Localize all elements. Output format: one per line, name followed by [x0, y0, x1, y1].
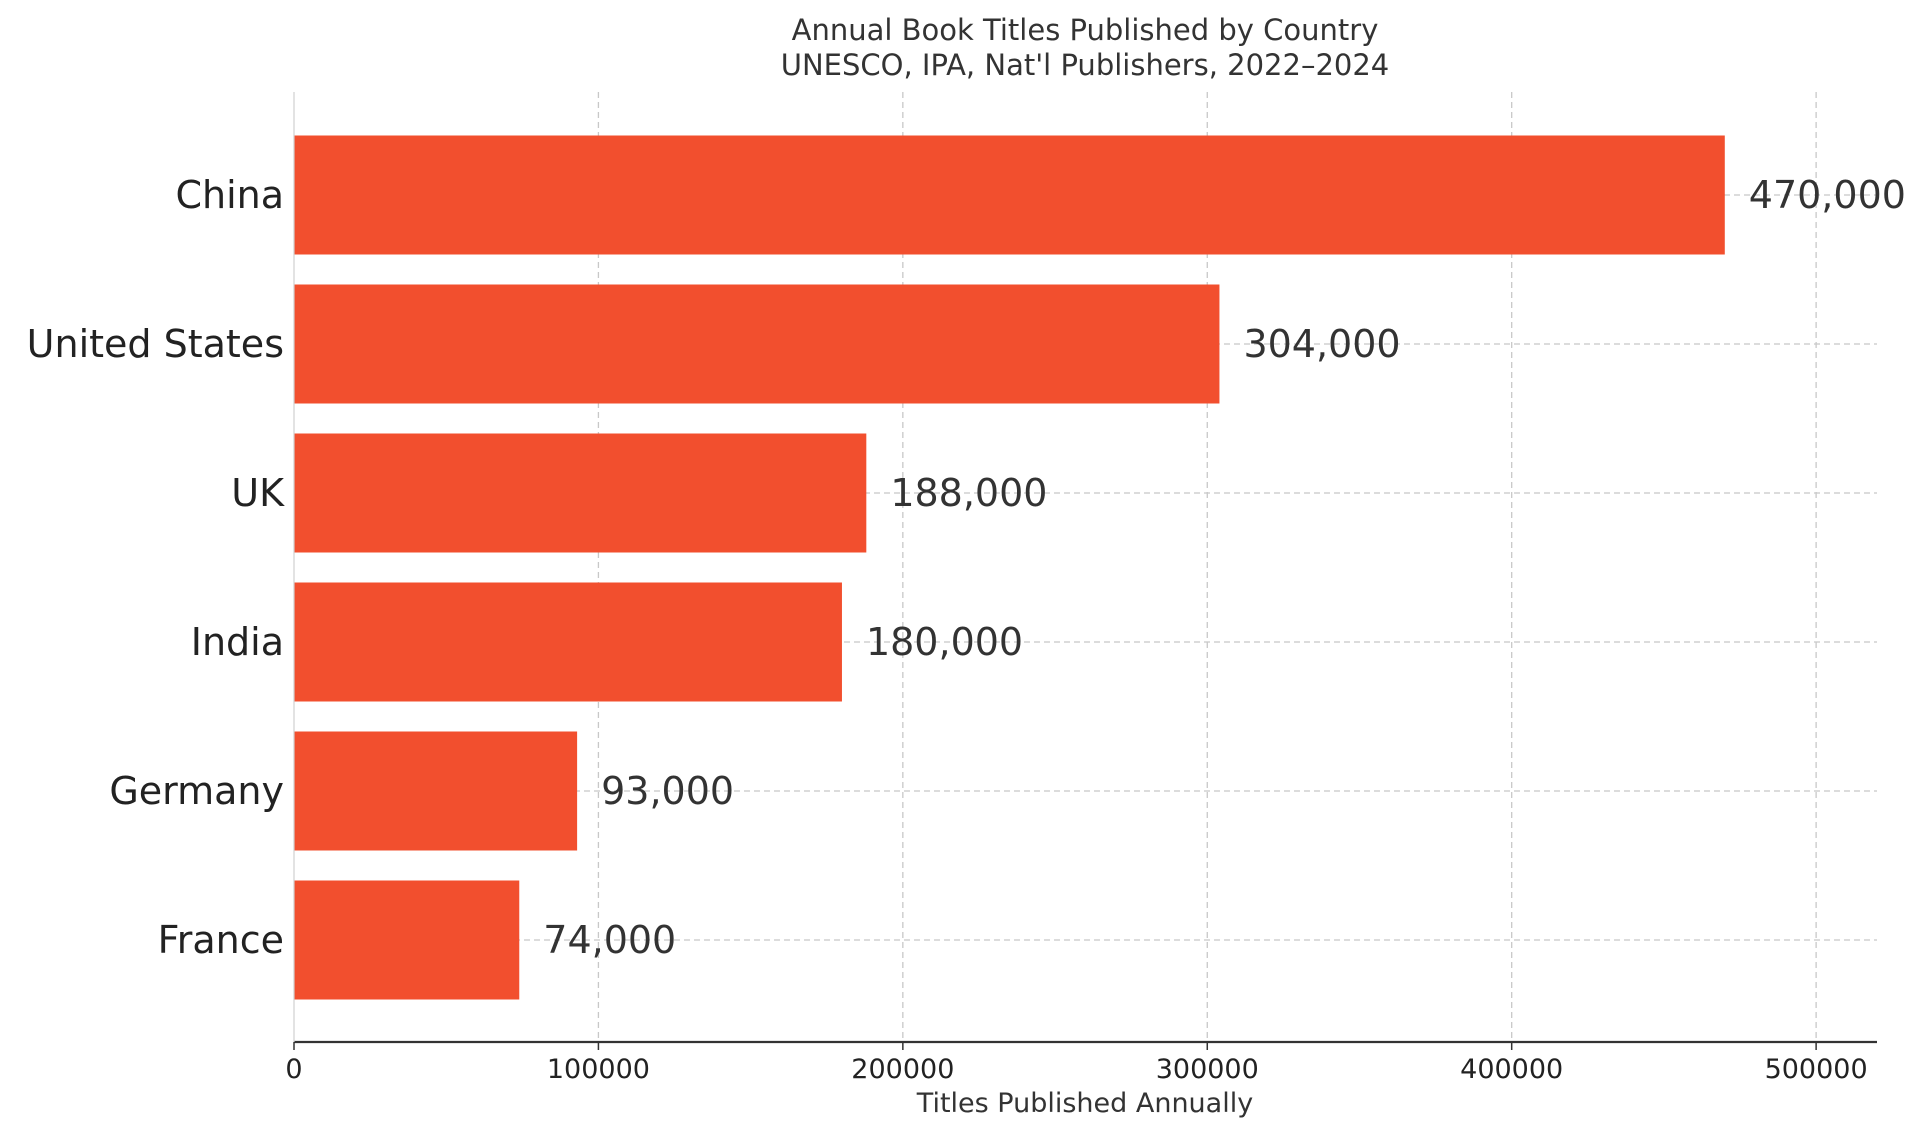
x-tick-label: 300000: [1156, 1054, 1259, 1085]
bar: [294, 135, 1725, 255]
y-tick-label: China: [175, 173, 284, 217]
bar: [294, 284, 1220, 404]
bar-value-label: 93,000: [601, 769, 734, 813]
bar-value-label: 304,000: [1243, 322, 1400, 366]
bar: [294, 582, 842, 702]
y-tick-label: UK: [231, 471, 285, 515]
y-tick-label: India: [191, 620, 284, 664]
bar-value-label: 74,000: [543, 918, 676, 962]
bar: [294, 731, 578, 851]
x-axis-label: Titles Published Annually: [916, 1088, 1253, 1119]
bar: [294, 880, 520, 1000]
x-tick-label: 100000: [547, 1054, 650, 1085]
chart-title: Annual Book Titles Published by Country: [792, 13, 1379, 47]
bar-value-label: 470,000: [1749, 173, 1906, 217]
bar-value-label: 180,000: [866, 620, 1023, 664]
x-tick-label: 400000: [1460, 1054, 1563, 1085]
chart-subtitle: UNESCO, IPA, Nat'l Publishers, 2022–2024: [781, 48, 1390, 82]
y-tick-label: United States: [27, 322, 284, 366]
y-tick-label: France: [158, 918, 284, 962]
bar-value-label: 188,000: [890, 471, 1047, 515]
bar: [294, 433, 867, 553]
x-tick-label: 200000: [851, 1054, 954, 1085]
y-tick-label: Germany: [109, 769, 284, 813]
x-axis: 0 100000 200000 300000 400000 500000: [285, 92, 1877, 1085]
bars: China 470,000 United States 304,000 UK 188,00…: [27, 135, 1906, 1000]
x-tick-label: 500000: [1765, 1054, 1868, 1085]
x-tick-label: 0: [285, 1054, 302, 1085]
